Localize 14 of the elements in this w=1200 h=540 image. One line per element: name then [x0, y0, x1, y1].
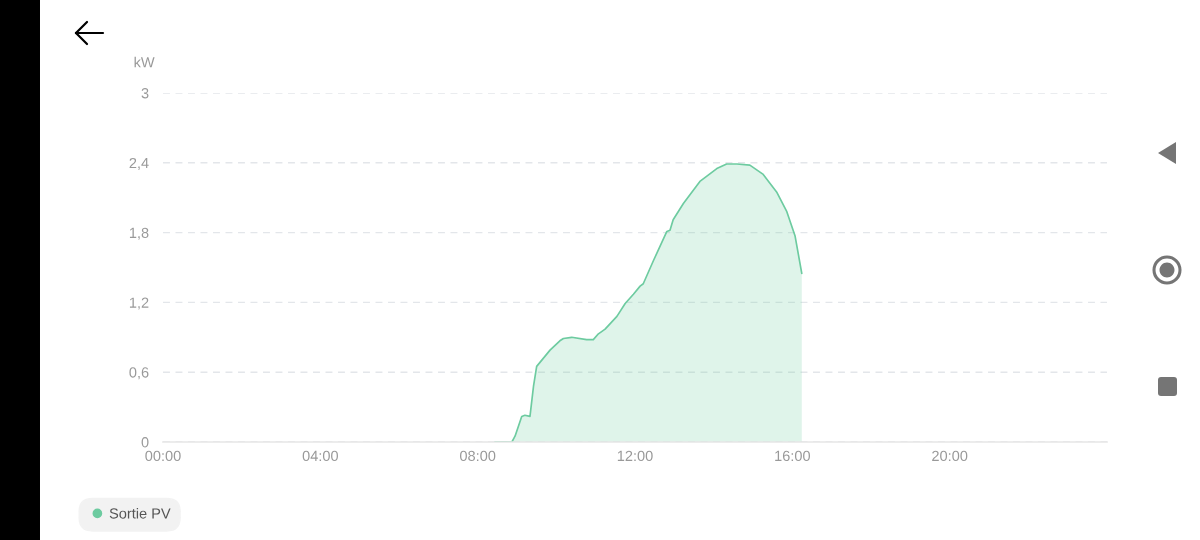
y-tick-label: 1,2 — [129, 297, 149, 310]
y-tick-label: 1,8 — [129, 227, 149, 240]
legend-label: Sortie PV — [109, 507, 171, 519]
x-tick-label: 04:00 — [302, 450, 339, 462]
y-axis-title: kW — [134, 56, 155, 68]
y-tick-label: 0 — [141, 437, 149, 448]
y-tick-label: 0,6 — [129, 367, 149, 380]
x-tick-label: 12:00 — [617, 450, 653, 462]
y-tick-label: 2,4 — [129, 157, 149, 170]
x-tick-label: 20:00 — [932, 450, 968, 462]
x-tick-label: 08:00 — [459, 450, 496, 462]
x-tick-label: 16:00 — [775, 450, 811, 462]
y-tick-label: 3 — [141, 88, 149, 99]
x-tick-label: 00:00 — [145, 450, 181, 462]
